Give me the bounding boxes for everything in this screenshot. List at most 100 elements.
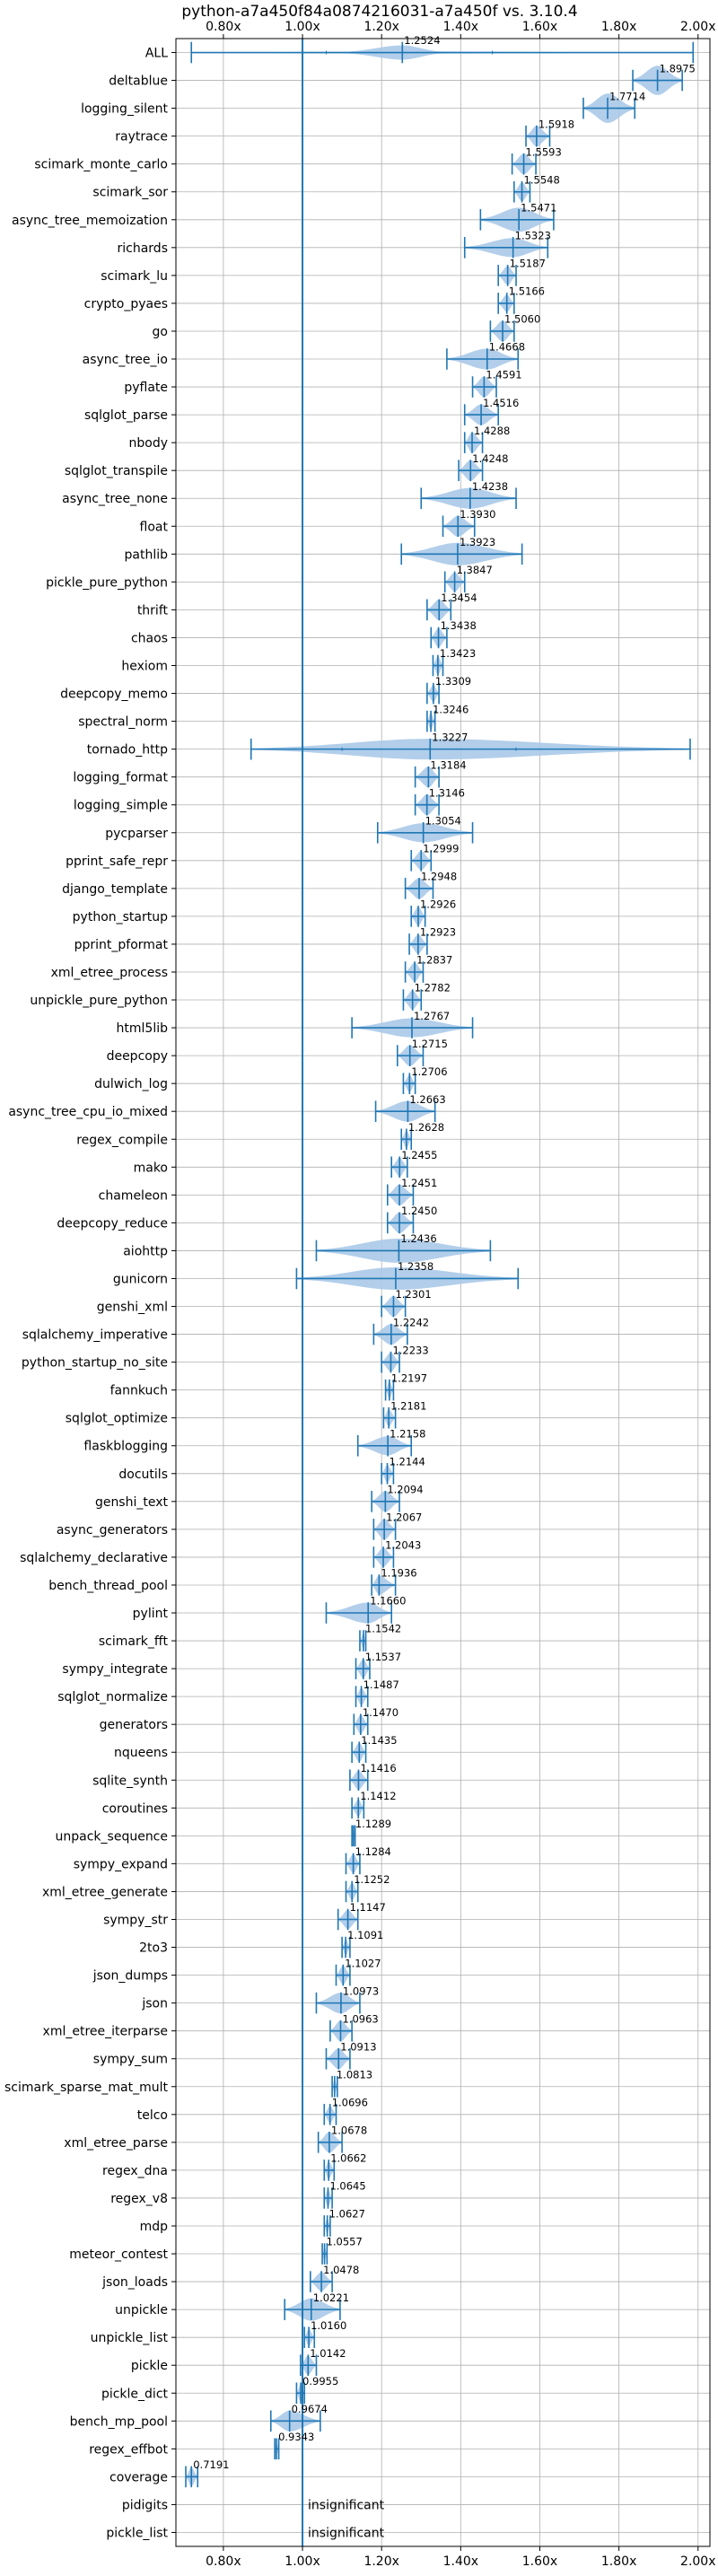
value-label: 1.0963	[342, 2012, 378, 2025]
category-label: nbody	[129, 436, 169, 451]
tick-label-top: 1.00x	[285, 20, 320, 34]
value-label: 1.4516	[483, 397, 519, 409]
insignificant-label: insignificant	[308, 2526, 385, 2540]
value-label: 1.1252	[354, 1873, 390, 1886]
value-label: 1.2450	[401, 1205, 437, 1217]
value-label: 1.1416	[360, 1762, 396, 1774]
value-label: 1.3923	[460, 536, 495, 548]
category-label: xml_etree_process	[51, 966, 168, 980]
category-label: sympy_sum	[93, 2053, 168, 2067]
tick-label-top: 0.80x	[206, 20, 241, 34]
category-label: sqlglot_optimize	[66, 1412, 168, 1426]
value-label: 1.0678	[331, 2125, 367, 2137]
tick-label-top: 1.60x	[522, 20, 557, 34]
value-label: 1.2715	[412, 1038, 448, 1050]
value-label: 0.9343	[278, 2431, 314, 2443]
category-label: xml_etree_iterparse	[43, 2025, 168, 2039]
value-label: 0.9674	[292, 2403, 328, 2415]
value-label: 1.3054	[425, 814, 461, 827]
value-label: 1.2301	[395, 1288, 431, 1301]
value-label: 1.3930	[460, 508, 495, 521]
value-label: 1.2926	[420, 898, 456, 911]
value-label: 1.1289	[355, 1818, 391, 1830]
value-label: 1.4238	[472, 480, 508, 493]
tick-label-bottom: 1.80x	[601, 2554, 636, 2569]
tick-label-top: 1.40x	[443, 20, 478, 34]
value-label: 1.3246	[433, 703, 468, 715]
category-label: regex_v8	[110, 2192, 168, 2206]
category-label: genshi_xml	[97, 1301, 168, 1315]
value-labels: 1.2524 1.8975 1.7714 1.5918 1.5593 1.5548 1.54…	[193, 34, 696, 2540]
value-label: 1.2233	[392, 1344, 428, 1356]
category-label: pickle_list	[106, 2526, 168, 2540]
category-label: pylint	[133, 1607, 169, 1621]
value-label: 1.0662	[330, 2152, 366, 2165]
value-label: 1.2455	[401, 1149, 437, 1161]
value-label: 1.0627	[329, 2208, 365, 2221]
category-label: python_startup	[73, 910, 168, 924]
tick-label-bottom: 1.00x	[285, 2554, 320, 2569]
value-label: 1.2663	[409, 1093, 445, 1106]
value-label: 1.2043	[385, 1539, 421, 1552]
category-label: pickle	[131, 2359, 168, 2373]
value-label: 1.8975	[660, 62, 696, 74]
category-label: logging_silent	[81, 102, 168, 117]
category-label: unpickle	[115, 2303, 168, 2318]
category-label: regex_compile	[76, 1133, 168, 1147]
category-label: genshi_text	[95, 1495, 169, 1510]
tick-label-bottom: 0.80x	[206, 2554, 241, 2569]
violins	[186, 45, 694, 2486]
value-label: 1.1147	[350, 1901, 386, 1914]
category-label: json_loads	[101, 2275, 168, 2290]
category-label: spectral_norm	[78, 715, 168, 730]
value-label: 1.5166	[509, 285, 545, 298]
value-label: 1.2436	[400, 1232, 436, 1245]
category-label: deepcopy_memo	[60, 688, 168, 702]
value-label: 1.2094	[387, 1484, 423, 1496]
category-label: deepcopy	[107, 1049, 168, 1064]
category-label: sqlalchemy_imperative	[22, 1328, 168, 1343]
category-label: telco	[137, 2108, 168, 2123]
value-label: 1.0478	[323, 2264, 359, 2276]
category-label: sqlglot_normalize	[57, 1690, 168, 1704]
plot-frame	[175, 38, 711, 2547]
category-label: go	[153, 325, 168, 339]
category-label: mako	[134, 1161, 168, 1175]
category-label: json_dumps	[92, 1969, 168, 1984]
value-label: 1.4288	[474, 425, 510, 437]
value-label: 1.2706	[411, 1065, 447, 1078]
category-label: bench_thread_pool	[48, 1579, 168, 1593]
category-label: html5lib	[117, 1021, 169, 1036]
value-label: 1.5323	[515, 230, 551, 242]
value-label: 1.1936	[381, 1567, 416, 1580]
value-label: 1.0973	[343, 1985, 379, 1997]
value-label: 1.0645	[329, 2180, 365, 2193]
category-label: aiohttp	[123, 1244, 168, 1258]
category-label: scimark_fft	[99, 1634, 169, 1649]
value-label: 1.0557	[327, 2236, 363, 2248]
category-label: fannkuch	[110, 1384, 168, 1398]
value-label: 1.5918	[538, 118, 574, 130]
category-label: sympy_str	[103, 1914, 168, 1928]
category-label: regex_dna	[102, 2164, 168, 2178]
category-label: scimark_sor	[92, 186, 168, 200]
category-label: unpack_sequence	[56, 1829, 168, 1844]
value-label: 1.3847	[457, 564, 493, 576]
value-label: 1.1542	[365, 1623, 401, 1635]
value-label: 1.2524	[404, 34, 440, 47]
category-label: chameleon	[99, 1188, 168, 1203]
value-label: 1.2181	[390, 1399, 426, 1412]
value-label: 1.1284	[355, 1845, 391, 1858]
category-label: scimark_monte_carlo	[34, 158, 168, 172]
category-label: regex_effbot	[89, 2442, 168, 2457]
value-label: 1.5060	[504, 313, 540, 326]
value-label: 1.5593	[526, 145, 562, 158]
category-label: sqlglot_transpile	[65, 464, 168, 478]
value-label: 1.1027	[345, 1957, 381, 1969]
category-label: logging_simple	[74, 799, 168, 813]
value-label: 1.2923	[420, 926, 456, 939]
tick-label-top: 1.80x	[601, 20, 636, 34]
category-label: xml_etree_parse	[64, 2136, 168, 2151]
category-label: unpickle_pure_python	[30, 994, 168, 1008]
